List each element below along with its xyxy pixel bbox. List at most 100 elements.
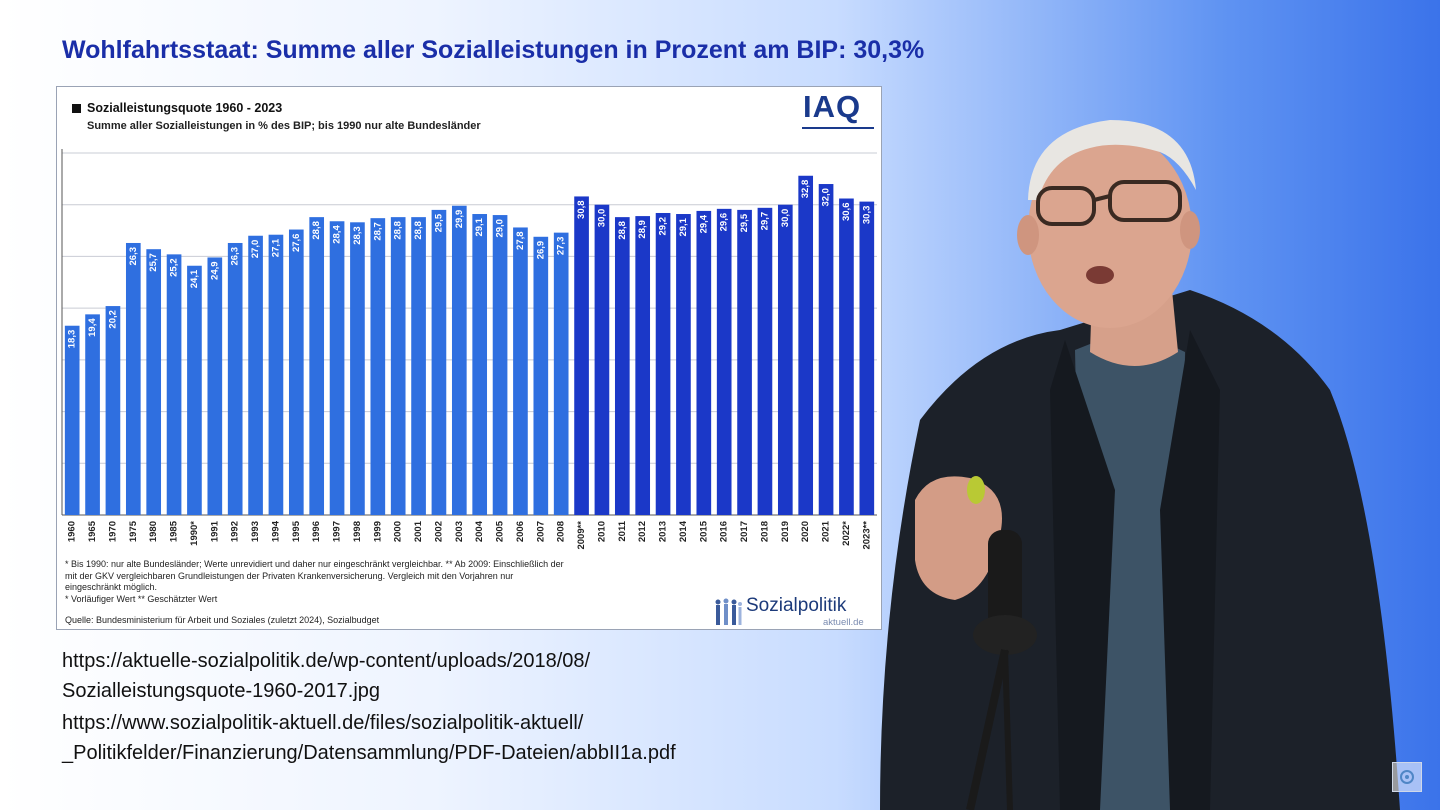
iaq-logo-underline	[802, 127, 874, 129]
bar-2007	[533, 236, 549, 515]
value-label: 30,0	[780, 209, 791, 228]
bar-2022*	[839, 198, 854, 515]
value-label: 29,1	[678, 217, 689, 236]
value-label: 26,3	[230, 247, 241, 265]
x-tick-label: 2020	[800, 521, 811, 542]
value-label: 32,8	[800, 180, 811, 199]
bar-2015	[696, 210, 712, 516]
chart-source: Quelle: Bundesministerium für Arbeit und…	[65, 615, 380, 625]
value-label: 29,6	[719, 213, 730, 232]
source-url-2-line1: https://www.sozialpolitik-aktuell.de/fil…	[62, 712, 584, 734]
value-label: 20,2	[107, 310, 118, 329]
footnote-line: eingeschränkt möglich.	[65, 582, 158, 592]
x-tick-label: 2011	[617, 520, 628, 541]
value-label: 27,0	[250, 240, 261, 259]
bar-2004	[472, 214, 488, 515]
x-tick-label: 1985	[169, 520, 180, 542]
x-tick-label: 2017	[739, 521, 750, 542]
x-tick-label: 1975	[128, 520, 139, 542]
x-tick-label: 2003	[454, 521, 465, 542]
bar-2009**	[574, 196, 589, 515]
x-tick-label: 1999	[372, 521, 383, 542]
value-label: 28,8	[393, 221, 404, 240]
x-tick-label: 2001	[413, 520, 424, 542]
bar-2008	[553, 232, 569, 515]
x-tick-label: 2005	[495, 520, 506, 542]
x-tick-label: 2019	[780, 521, 791, 542]
x-tick-label: 2007	[535, 521, 546, 542]
presenter-image	[880, 120, 1400, 810]
bar-2005	[492, 215, 508, 515]
bar-1975	[125, 242, 141, 516]
slide-title: Wohlfahrtsstaat: Summe aller Sozialleist…	[62, 36, 925, 64]
value-label: 29,0	[495, 219, 506, 238]
bar-2010	[594, 204, 610, 515]
x-tick-label: 2006	[515, 521, 526, 542]
chart-title: Sozialleistungsquote 1960 - 2023	[87, 101, 283, 115]
x-tick-label: 1970	[107, 521, 118, 542]
settings-gear-icon	[1400, 770, 1414, 784]
bar-1960	[64, 325, 80, 515]
bar-1992	[227, 242, 243, 516]
bar-1993	[248, 235, 263, 516]
bar-2021	[818, 184, 834, 515]
brand-logo-subtext: aktuell.de	[823, 617, 864, 628]
bar-2003	[451, 205, 467, 515]
value-label: 27,1	[270, 238, 281, 257]
value-label: 27,3	[556, 237, 567, 256]
value-label: 26,9	[535, 241, 546, 260]
x-tick-label: 2016	[719, 521, 730, 542]
chart-legend: Sozialleistungsquote 1960 - 2023	[72, 101, 282, 115]
bar-1996	[309, 217, 325, 515]
bar-2020	[798, 175, 814, 515]
value-label: 28,8	[311, 221, 322, 240]
sozialpolitik-logo: Sozialpolitik aktuell.de	[713, 593, 881, 629]
chart-subtitle: Summe aller Sozialleistungen in % des BI…	[87, 120, 481, 132]
bar-1985	[166, 254, 182, 516]
x-tick-label: 1993	[250, 521, 261, 542]
value-label: 29,5	[739, 213, 750, 232]
x-tick-label: 2009**	[576, 521, 587, 550]
value-label: 29,7	[759, 212, 770, 231]
x-tick-label: 2008	[556, 521, 567, 542]
value-label: 28,8	[413, 221, 424, 240]
bar-1997	[329, 221, 345, 515]
value-label: 24,1	[189, 269, 200, 288]
bar-2018	[757, 207, 773, 515]
footnote-line: mit der GKV vergleichbaren Grundleistung…	[65, 570, 514, 581]
bar-2011	[614, 217, 630, 515]
chart-panel: Sozialleistungsquote 1960 - 2023 Summe a…	[56, 86, 882, 630]
x-tick-label: 2023**	[861, 521, 872, 550]
value-label: 25,2	[169, 258, 180, 277]
people-icon	[715, 598, 742, 625]
x-tick-label: 1965	[87, 520, 98, 542]
x-tick-label: 2013	[658, 521, 669, 542]
brand-logo-text: Sozialpolitik	[746, 595, 847, 616]
bar-2023**	[859, 201, 875, 516]
value-label: 18,3	[67, 330, 78, 349]
x-tick-label: 2015	[698, 520, 709, 542]
bar-2019	[777, 204, 793, 515]
chart-footnotes: * Bis 1990: nur alte Bundesländer; Werte…	[65, 559, 705, 605]
value-label: 28,8	[617, 221, 628, 240]
bar-1991	[207, 257, 223, 515]
settings-button[interactable]	[1392, 762, 1422, 792]
value-label: 28,7	[372, 222, 383, 241]
x-tick-label: 1997	[332, 521, 343, 542]
x-tick-label: 1998	[352, 521, 363, 542]
x-tick-label: 1980	[148, 521, 159, 542]
value-label: 28,4	[332, 225, 343, 244]
value-label: 27,6	[291, 234, 302, 253]
x-tick-label: 2004	[474, 520, 485, 542]
footnote-line: * Vorläufiger Wert ** Geschätzter Wert	[65, 593, 218, 604]
value-label: 29,1	[474, 217, 485, 236]
value-label: 25,7	[148, 253, 159, 272]
bar-1990*	[187, 265, 202, 515]
x-tick-label: 2012	[637, 521, 648, 542]
x-tick-label: 1995	[291, 520, 302, 542]
bar-chart: 18,3 1960 19,4 1965 20,2 1970 26,3 1975 25,7 1980…	[61, 149, 877, 550]
value-label: 28,3	[352, 226, 363, 245]
iaq-logo: IAQ	[803, 89, 862, 124]
value-label: 24,9	[209, 261, 220, 280]
bar-1999	[370, 218, 386, 515]
